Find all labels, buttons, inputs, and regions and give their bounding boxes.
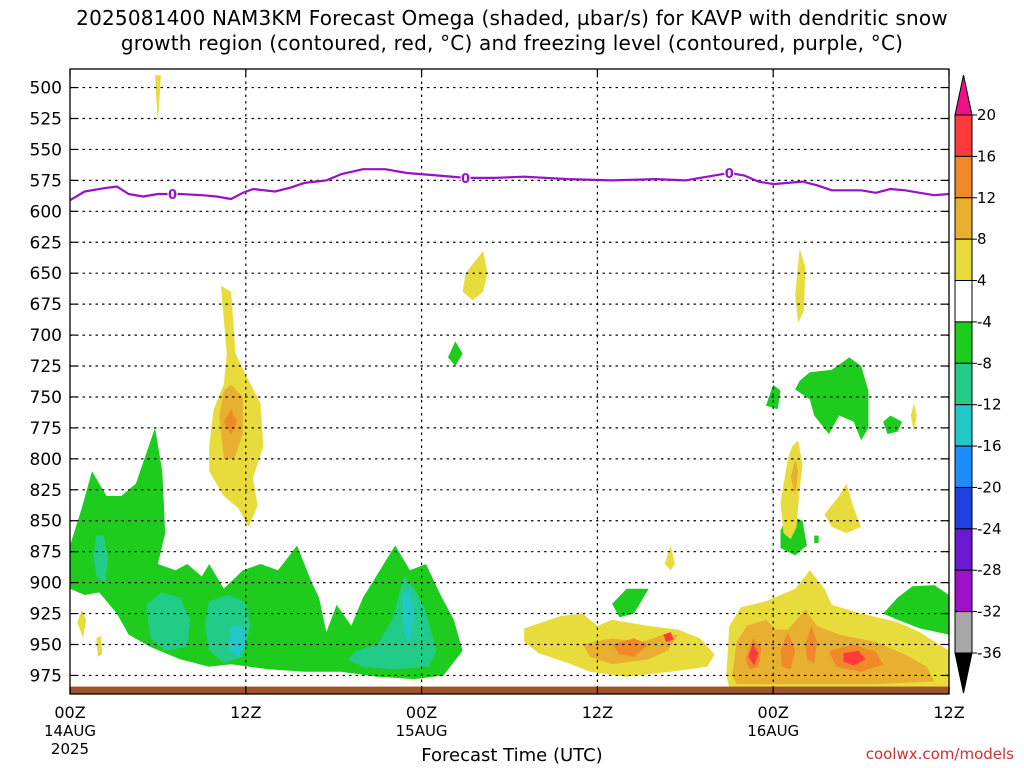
chart-title-line-1: 2025081400 NAM3KM Forecast Omega (shaded… [76,6,948,30]
omega-region-9 [883,585,949,635]
colorbar-band-2 [954,197,973,240]
colorbar-label-0: 20 [977,106,996,124]
ytick-label-925: 925 [30,605,62,625]
freezing-level-label-1: 0 [461,172,470,187]
ytick-label-650: 650 [30,264,62,284]
xtick-sublabel-0-1: 2025 [51,740,89,758]
ytick-label-575: 575 [30,171,62,191]
ytick-label-525: 525 [30,110,62,130]
colorbar-label-8: -16 [977,437,1002,455]
xtick-label-4: 00Z [758,703,789,722]
freezing-label-bg-2 [724,165,735,180]
colorbar-band-0 [954,114,973,157]
colorbar-label-1: 16 [977,147,996,165]
ytick-label-975: 975 [30,666,62,686]
omega-region-33 [843,650,866,666]
omega-region-24 [612,638,649,657]
colorbar-label-2: 12 [977,189,996,207]
ytick-label-825: 825 [30,481,62,501]
chart-title-line-2: growth region (contoured, red, °C) and f… [120,31,904,55]
omega-region-7 [612,588,649,618]
ytick-label-725: 725 [30,357,62,377]
colorbar-label-11: -28 [977,561,1002,579]
omega-region-29 [780,632,796,670]
omega-region-6 [402,588,415,645]
ytick-label-675: 675 [30,295,62,315]
colorbar-band-8 [954,445,973,488]
omega-region-1 [93,535,109,583]
colorbar-label-9: -20 [977,478,1002,496]
omega-region-37 [664,545,675,571]
omega-region-21 [96,635,103,657]
colorbar-label-13: -36 [977,644,1002,662]
colorbar-bottom-triangle [954,652,973,694]
colorbar-band-12 [954,611,973,654]
colorbar-band-6 [954,362,973,406]
plot-border [69,68,950,695]
xtick-label-5: 12Z [933,703,964,722]
xtick-label-1: 12Z [230,703,261,722]
omega-region-19 [462,250,488,301]
colorbar-label-10: -24 [977,520,1002,538]
colorbar-band-7 [954,404,973,447]
xtick-sublabel-0-0: 14AUG [44,722,96,740]
ytick-label-600: 600 [30,202,62,222]
colorbar-label-6: -8 [977,354,992,372]
colorbar-band-1 [954,155,973,199]
ground-strip [70,686,949,694]
xtick-label-0: 00Z [54,703,85,722]
colorbar-band-3 [954,238,973,282]
ytick-label-800: 800 [30,450,62,470]
ytick-label-775: 775 [30,419,62,439]
omega-region-10 [795,357,869,441]
colorbar-band-5 [954,321,973,364]
freezing-level-label-2: 0 [725,167,734,182]
omega-region-32 [748,644,759,666]
ytick-label-850: 850 [30,512,62,532]
omega-region-25 [663,632,674,642]
omega-region-35 [790,458,799,496]
colorbar-band-11 [954,569,973,613]
omega-region-14 [814,535,819,543]
ytick-label-950: 950 [30,635,62,655]
ytick-label-500: 500 [30,79,62,99]
colorbar-top-triangle [954,74,973,116]
colorbar-label-3: 8 [977,230,987,248]
omega-shading-group [70,75,949,688]
freezing-level-label-0: 0 [168,188,177,203]
ytick-label-900: 900 [30,574,62,594]
omega-region-11 [883,415,903,435]
ytick-label-625: 625 [30,233,62,253]
colorbar-label-5: -4 [977,313,992,331]
credit-text: coolwx.com/models [865,745,1014,763]
omega-region-13 [448,341,463,366]
freezing-label-bg-0 [167,187,178,201]
xtick-label-3: 12Z [582,703,613,722]
xtick-sublabel-4-0: 16AUG [747,722,799,740]
omega-region-2 [146,592,191,651]
colorbar-band-10 [954,528,973,571]
omega-region-20 [77,609,87,639]
freezing-label-bg-1 [460,170,471,185]
xtick-sublabel-2-0: 15AUG [396,722,448,740]
colorbar-band-4 [954,280,973,323]
ytick-label-550: 550 [30,140,62,160]
colorbar-band-9 [954,486,973,530]
omega-region-4 [228,625,246,657]
xtick-label-2: 00Z [406,703,437,722]
omega-region-5 [348,576,437,670]
ytick-label-750: 750 [30,388,62,408]
omega-region-15 [155,75,161,123]
ytick-label-700: 700 [30,326,62,346]
colorbar-label-4: 4 [977,272,987,290]
colorbar-label-7: -12 [977,396,1002,414]
x-axis-label: Forecast Time (UTC) [421,745,603,766]
colorbar-label-12: -32 [977,603,1002,621]
ytick-label-875: 875 [30,543,62,563]
omega-region-38 [910,403,917,432]
